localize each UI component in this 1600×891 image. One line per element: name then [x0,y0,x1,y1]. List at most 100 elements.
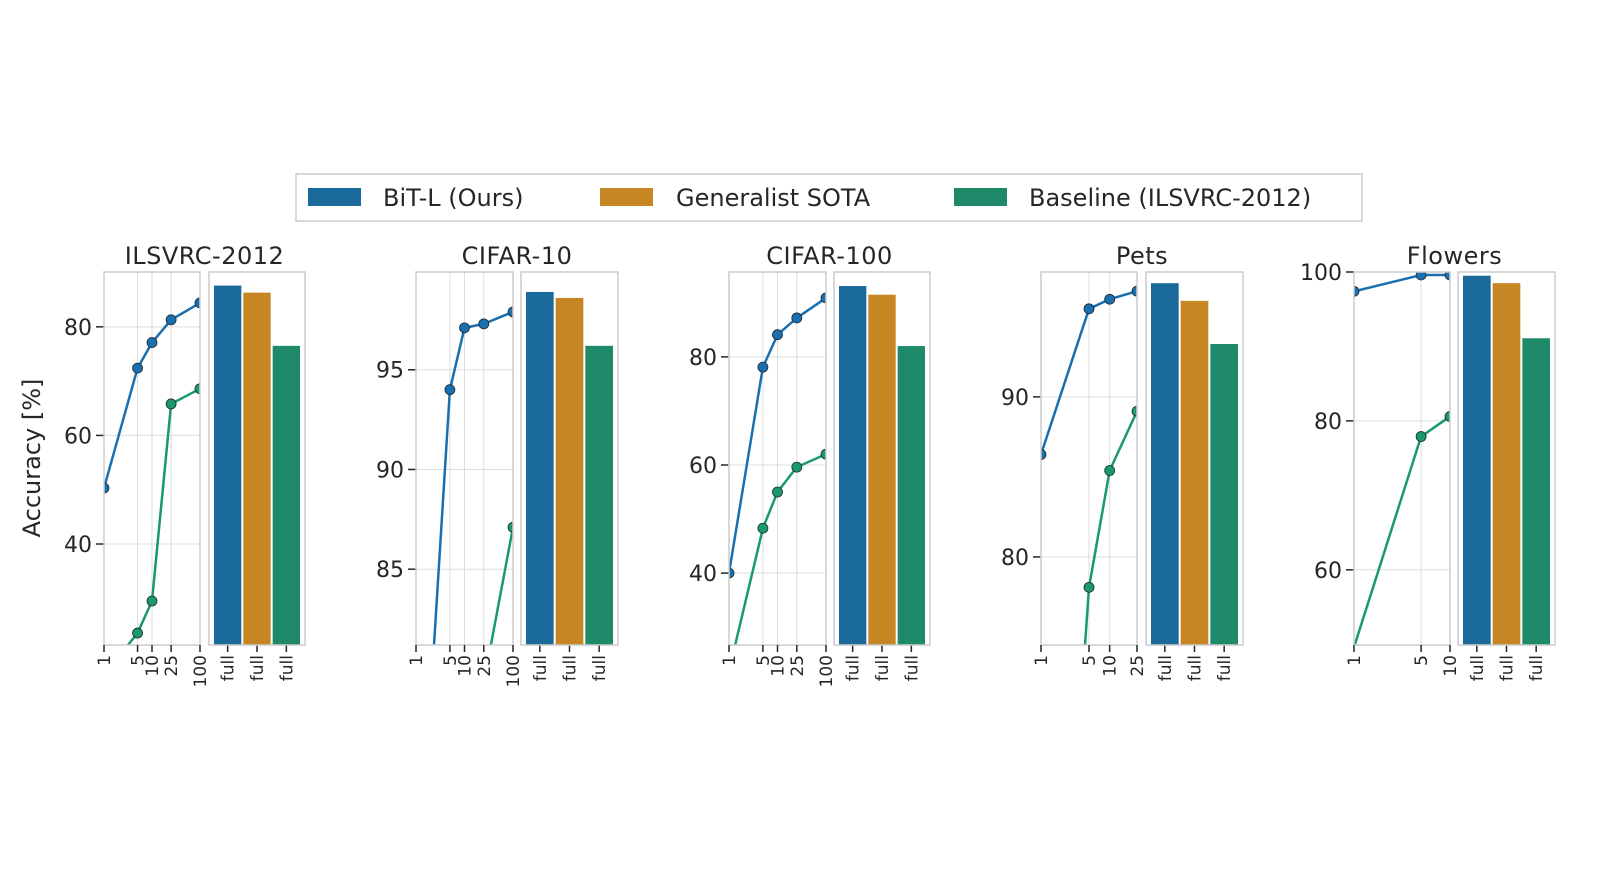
x-tick-label: 1 [720,655,740,666]
y-tick-label: 80 [1001,546,1029,571]
data-point-baseline [757,522,769,534]
bar-x-tick-label: full [902,655,922,681]
panel-title: ILSVRC-2012 [125,242,285,270]
bar-sota [555,297,584,645]
data-point-bitl [104,482,110,494]
y-tick-label: 100 [1300,261,1342,286]
panel-title: CIFAR-100 [766,242,893,270]
bar-bitl [526,291,554,645]
x-tick-label: 10 [769,655,789,677]
data-point-baseline [132,627,143,639]
y-tick-label: 40 [64,533,92,558]
data-point-bitl [507,306,513,318]
data-point-bitl [791,312,803,324]
series-line-bitl [448,326,466,391]
legend-swatch-sota [600,188,653,206]
series-line-baseline [733,526,765,645]
bar-baseline [585,345,613,645]
panel-title: CIFAR-10 [462,242,573,270]
bar-x-tick-label: full [1527,655,1547,681]
data-point-baseline [1131,405,1137,417]
data-point-bitl [165,314,177,326]
series-line-bitl [432,388,452,645]
x-tick-label: 1 [1032,655,1052,666]
data-point-bitl [1415,272,1427,281]
bar-baseline [272,345,300,645]
legend-frame [295,173,1363,222]
y-tick-label: 95 [376,359,404,384]
data-point-baseline [1083,581,1095,593]
bar-axes-frame [1457,271,1556,646]
bar-axes-frame [208,271,306,646]
bar-sota [868,294,896,645]
series-line-bitl [729,365,765,575]
y-tick-label: 60 [689,454,717,479]
legend-swatch-bitl [308,188,361,206]
data-point-baseline [507,521,513,533]
x-tick-label: 10 [143,655,163,677]
x-tick-label: 10 [456,655,476,677]
bar-sota [1492,283,1521,645]
series-line-baseline [1087,469,1111,589]
data-point-baseline [1415,431,1427,442]
bar-bitl [1151,283,1179,645]
series-line-bitl [761,333,779,369]
x-tick-label: 5 [754,655,774,666]
bar-sota [243,292,271,645]
data-point-bitl [459,322,470,334]
bar-x-tick-label: full [590,655,610,681]
panel-pets: Pets 80 90 1 5 10 25 full full full [1001,242,1244,681]
legend-label-baseline: Baseline (ILSVRC-2012) [1029,184,1311,212]
series-line-baseline [1108,410,1137,472]
y-tick-label: 85 [376,558,404,583]
data-point-baseline [791,461,803,473]
y-tick-label: 60 [64,424,92,449]
data-point-baseline [1104,465,1116,476]
x-tick-label: 100 [817,655,837,687]
y-tick-label: 60 [1314,559,1342,584]
data-point-bitl [820,292,826,304]
y-axis-label: Accuracy [%] [18,379,46,538]
series-line-bitl [169,301,200,322]
bar-x-tick-label: full [1186,655,1206,681]
x-tick-label: 25 [162,655,182,677]
bar-x-tick-label: full [844,655,864,681]
bar-baseline [1522,338,1550,645]
x-tick-label: 100 [191,655,211,687]
data-point-bitl [1083,303,1095,315]
bar-axes-frame [1145,271,1244,646]
series-line-baseline [1083,586,1091,645]
panel-cifar-100: CIFAR-100 40 60 80 1 510 25 100 full full full [689,242,931,687]
x-tick-label: 1 [95,655,115,666]
x-tick-label: 25 [788,655,808,677]
bar-axes-frame [833,271,931,646]
x-tick-label: 5 [129,655,149,666]
bar-x-tick-label: full [277,655,297,681]
data-point-bitl [444,384,456,396]
x-tick-label: 25 [475,655,495,677]
series-line-baseline [169,387,200,406]
x-tick-label: 25 [1128,655,1148,677]
x-tick-label: 1 [407,655,427,666]
bar-x-tick-label: full [1498,655,1518,681]
data-point-baseline [820,448,826,460]
y-tick-label: 90 [1001,386,1029,411]
data-point-bitl [729,567,735,579]
panel-title: Flowers [1407,242,1502,270]
bar-baseline [897,346,925,645]
series-line-bitl [1354,273,1423,293]
series-group [1354,272,1450,645]
panel-flowers: Flowers 60 80 100 1 5 10 full full full [1300,242,1556,681]
panel-cifar-10: CIFAR-10 85 90 95 1 510 25 100 full full full [376,242,619,687]
data-point-baseline [146,595,158,607]
data-point-bitl [1354,285,1360,297]
line-axes-frame [1353,271,1451,646]
series-line-baseline [1354,435,1423,645]
bar-axes-frame [520,271,619,646]
bar-bitl [1463,275,1491,645]
y-tick-label: 40 [689,562,717,587]
bar-bitl [839,286,867,645]
x-tick-label: 1 [1345,655,1365,666]
bar-x-tick-label: full [561,655,581,681]
